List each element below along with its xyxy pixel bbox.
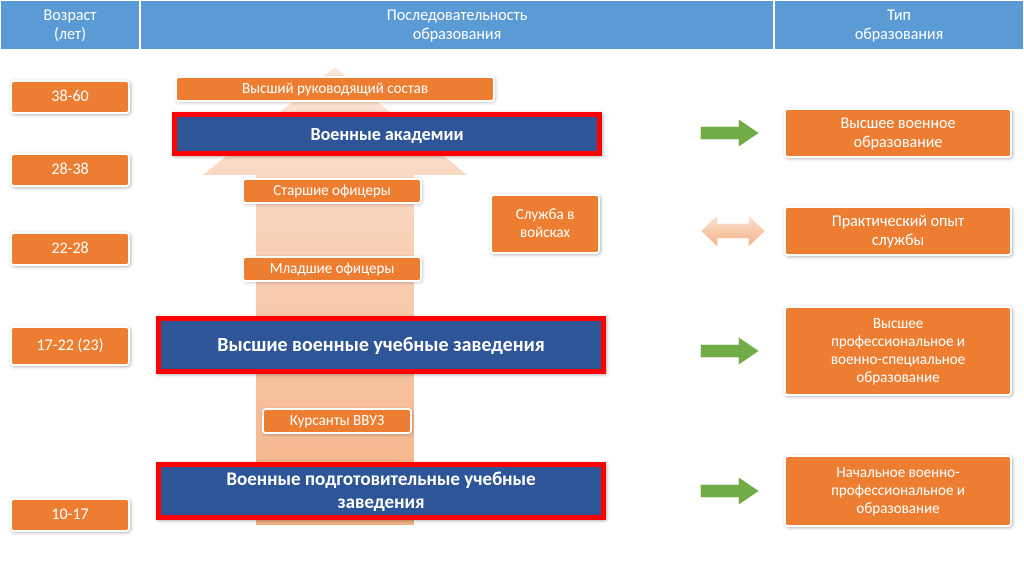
higher-institutions-box: Высшие военные учебные заведения — [156, 316, 606, 374]
header-sequence: Последовательность образования — [140, 0, 774, 50]
type-higher-prof: Высшее профессиональное и военно-специал… — [784, 306, 1012, 396]
type-initial: Начальное военно- профессиональное и обр… — [784, 455, 1012, 527]
arrow-right-1 — [700, 118, 760, 148]
arrow-right-4 — [700, 476, 760, 506]
age-22-28: 22-28 — [10, 232, 130, 266]
type-higher-military: Высшее военное образование — [784, 108, 1012, 158]
arrow-double — [700, 212, 766, 250]
cadets-label: Курсанты ВВУЗ — [262, 408, 412, 434]
age-38-60: 38-60 — [10, 80, 130, 114]
service-box: Служба в войсках — [490, 194, 600, 254]
age-17-22: 17-22 (23) — [10, 326, 130, 366]
top-leadership-label: Высший руководящий состав — [175, 76, 495, 102]
type-practical: Практический опыт службы — [784, 206, 1012, 256]
preparatory-box: Военные подготовительные учебные заведен… — [156, 462, 606, 520]
military-academies-box: Военные академии — [172, 112, 602, 156]
age-10-17: 10-17 — [10, 498, 130, 532]
senior-officers-label: Старшие офицеры — [242, 178, 422, 204]
header-row: Возраст (лет) Последовательность образов… — [0, 0, 1024, 50]
junior-officers-label: Младшие офицеры — [242, 256, 422, 282]
arrow-right-3 — [700, 336, 760, 366]
header-age: Возраст (лет) — [0, 0, 140, 50]
age-28-38: 28-38 — [10, 153, 130, 187]
header-type: Тип образования — [774, 0, 1024, 50]
